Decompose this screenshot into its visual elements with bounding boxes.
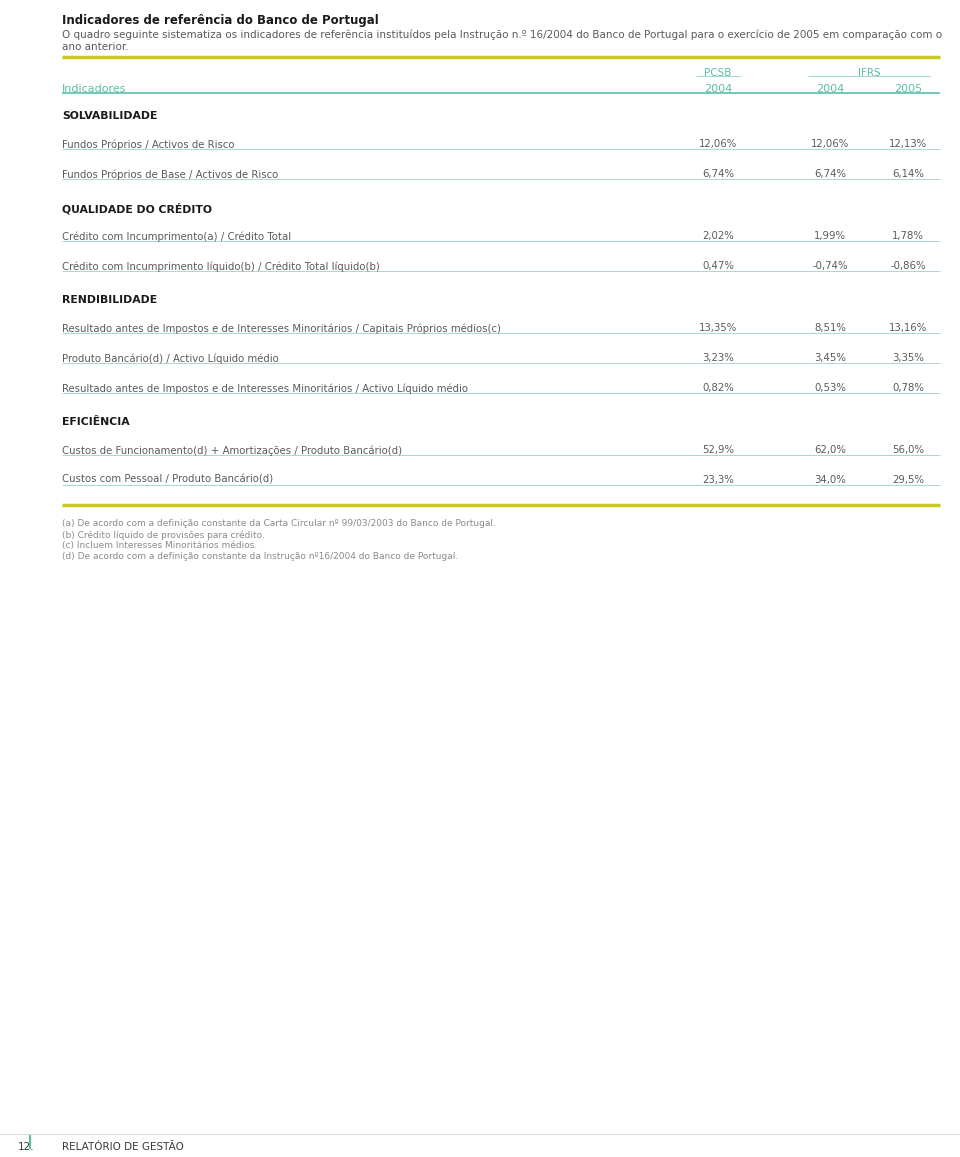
Text: (d) De acordo com a definição constante da Instrução nº16/2004 do Banco de Portu: (d) De acordo com a definição constante … (62, 552, 458, 561)
Text: Crédito com Incumprimento líquido(b) / Crédito Total líquido(b): Crédito com Incumprimento líquido(b) / C… (62, 261, 380, 272)
Text: 1,78%: 1,78% (892, 231, 924, 241)
Text: 12,13%: 12,13% (889, 139, 927, 149)
Text: 1,99%: 1,99% (814, 231, 846, 241)
Text: 34,0%: 34,0% (814, 476, 846, 485)
Text: Indicadores de referência do Banco de Portugal: Indicadores de referência do Banco de Po… (62, 14, 379, 27)
Text: QUALIDADE DO CRÉDITO: QUALIDADE DO CRÉDITO (62, 202, 212, 214)
Text: (c) Incluem Interesses Minoritários médios.: (c) Incluem Interesses Minoritários médi… (62, 541, 257, 550)
Text: 3,23%: 3,23% (702, 353, 733, 363)
Text: 8,51%: 8,51% (814, 323, 846, 333)
Text: 62,0%: 62,0% (814, 445, 846, 455)
Text: 6,74%: 6,74% (702, 169, 734, 179)
Text: 13,35%: 13,35% (699, 323, 737, 333)
Text: 0,78%: 0,78% (892, 383, 924, 393)
Text: O quadro seguinte sistematiza os indicadores de referência instituídos pela Inst: O quadro seguinte sistematiza os indicad… (62, 29, 942, 39)
Text: -0,74%: -0,74% (812, 261, 848, 271)
Text: ano anterior.: ano anterior. (62, 42, 129, 52)
Text: Crédito com Incumprimento(a) / Crédito Total: Crédito com Incumprimento(a) / Crédito T… (62, 231, 291, 242)
Text: 3,35%: 3,35% (892, 353, 924, 363)
Text: RENDIBILIDADE: RENDIBILIDADE (62, 295, 157, 305)
Text: 12,06%: 12,06% (811, 139, 850, 149)
Text: 13,16%: 13,16% (889, 323, 927, 333)
Text: SOLVABILIDADE: SOLVABILIDADE (62, 111, 157, 121)
Text: RELATÓRIO DE GESTÃO: RELATÓRIO DE GESTÃO (62, 1142, 184, 1152)
Text: Fundos Próprios de Base / Activos de Risco: Fundos Próprios de Base / Activos de Ris… (62, 169, 278, 179)
Text: 2,02%: 2,02% (702, 231, 733, 241)
Text: Resultado antes de Impostos e de Interesses Minoritários / Capitais Próprios méd: Resultado antes de Impostos e de Interes… (62, 323, 501, 333)
Text: IFRS: IFRS (857, 68, 880, 78)
Text: PCSB: PCSB (705, 68, 732, 78)
Text: 2004: 2004 (704, 84, 732, 94)
Text: (b) Crédito líquido de provisões para crédito.: (b) Crédito líquido de provisões para cr… (62, 530, 265, 539)
Text: 2005: 2005 (894, 84, 922, 94)
Text: Indicadores: Indicadores (62, 84, 127, 94)
Text: 0,47%: 0,47% (702, 261, 734, 271)
Text: 56,0%: 56,0% (892, 445, 924, 455)
Text: 12.: 12. (18, 1142, 35, 1152)
Text: 23,3%: 23,3% (702, 476, 733, 485)
Text: 6,14%: 6,14% (892, 169, 924, 179)
Text: 0,82%: 0,82% (702, 383, 733, 393)
Text: -0,86%: -0,86% (890, 261, 925, 271)
Text: Fundos Próprios / Activos de Risco: Fundos Próprios / Activos de Risco (62, 139, 234, 149)
Text: 12,06%: 12,06% (699, 139, 737, 149)
Text: 3,45%: 3,45% (814, 353, 846, 363)
Text: 0,53%: 0,53% (814, 383, 846, 393)
Text: 6,74%: 6,74% (814, 169, 846, 179)
Text: Custos de Funcionamento(d) + Amortizações / Produto Bancário(d): Custos de Funcionamento(d) + Amortizaçõe… (62, 445, 402, 456)
Text: Produto Bancário(d) / Activo Líquido médio: Produto Bancário(d) / Activo Líquido méd… (62, 353, 278, 363)
Text: Custos com Pessoal / Produto Bancário(d): Custos com Pessoal / Produto Bancário(d) (62, 476, 274, 485)
Text: 29,5%: 29,5% (892, 476, 924, 485)
Text: EFICIÊNCIA: EFICIÊNCIA (62, 417, 130, 427)
Text: (a) De acordo com a definição constante da Carta Circular nº 99/03/2003 do Banco: (a) De acordo com a definição constante … (62, 519, 496, 528)
Text: 52,9%: 52,9% (702, 445, 734, 455)
Text: Resultado antes de Impostos e de Interesses Minoritários / Activo Líquido médio: Resultado antes de Impostos e de Interes… (62, 383, 468, 393)
Text: 2004: 2004 (816, 84, 844, 94)
